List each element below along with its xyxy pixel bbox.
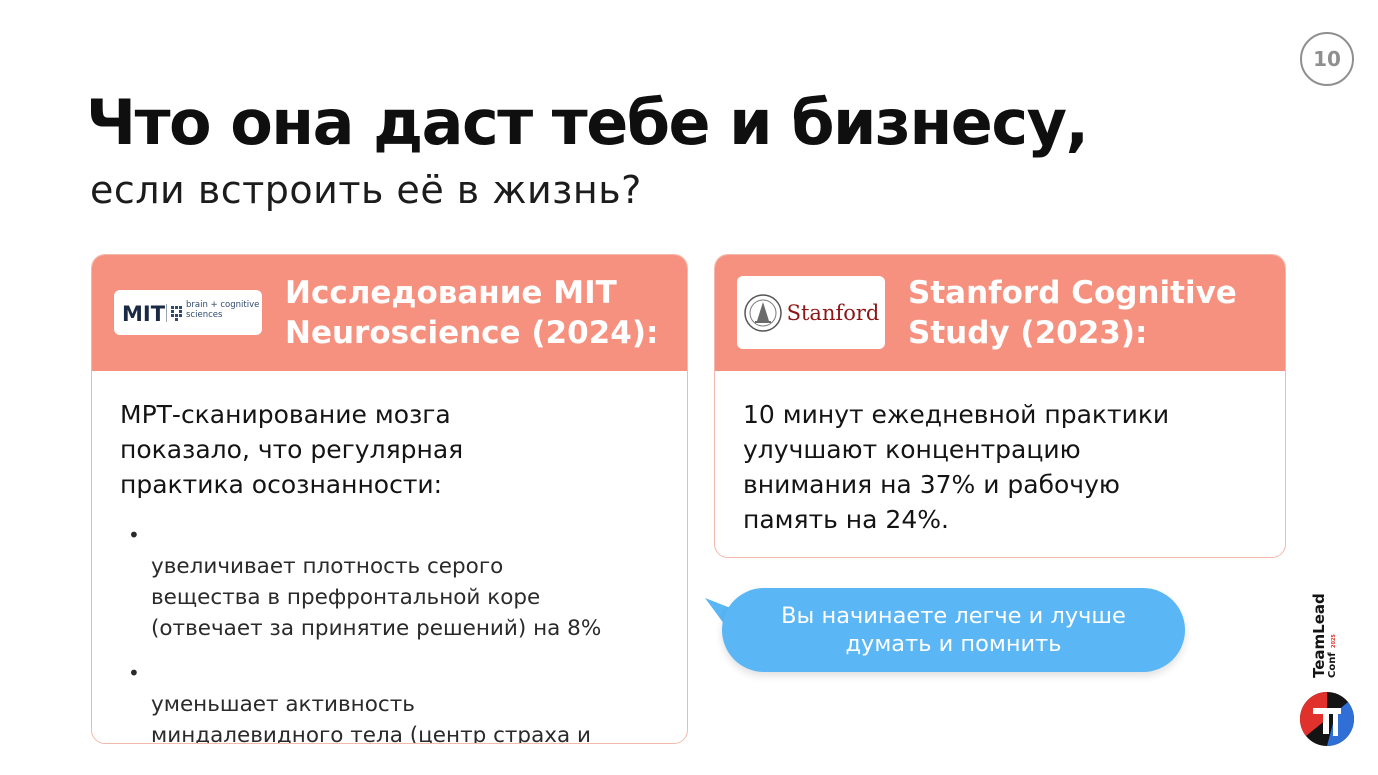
- stanford-seal-icon: [743, 293, 782, 332]
- mit-card-body: МРТ-сканирование мозга показало, что рег…: [92, 371, 687, 744]
- brand-line2: Conf: [1327, 652, 1338, 678]
- brand-line1: TeamLead: [1310, 593, 1328, 678]
- mit-bcs-logo: MIT brain + cognitive sciences: [114, 290, 262, 335]
- mit-study-card: MIT brain + cognitive sciences Исследова…: [91, 254, 688, 744]
- takeaway-text: Вы начинаете легче и лучше думать и помн…: [781, 603, 1126, 657]
- mit-findings-list: • увеличивает плотность серого вещества в…: [120, 520, 661, 744]
- bullet-icon: •: [128, 523, 140, 547]
- stanford-logo: Stanford: [737, 276, 885, 349]
- page-number-badge: 10: [1300, 32, 1354, 86]
- stanford-study-card: Stanford Stanford Cognitive Study (2023)…: [714, 254, 1286, 558]
- stanford-card-title: Stanford Cognitive Study (2023):: [908, 275, 1237, 351]
- mit-logo-text: brain + cognitive sciences: [186, 300, 260, 320]
- stanford-lead-text: 10 минут ежедневной практики улучшают ко…: [743, 400, 1170, 534]
- mit-card-header: MIT brain + cognitive sciences Исследова…: [92, 255, 687, 371]
- mit-logo-graphic: MIT: [122, 302, 182, 326]
- slide-title: Что она даст тебе и бизнесу,: [86, 86, 1089, 159]
- teamlead-conf-wordmark: TeamLead Conf 2025: [1310, 593, 1338, 678]
- list-item: • уменьшает активность миндалевидного тел…: [120, 658, 661, 744]
- stanford-card-body: 10 минут ежедневной практики улучшают ко…: [715, 371, 1285, 537]
- list-item: • увеличивает плотность серого вещества в…: [120, 520, 661, 644]
- teamlead-logo-icon: [1299, 692, 1355, 746]
- bullet-icon: •: [128, 661, 140, 685]
- slide-subtitle: если встроить её в жизнь?: [90, 168, 642, 212]
- finding-text: уменьшает активность миндалевидного тела…: [151, 692, 591, 744]
- stanford-card-header: Stanford Stanford Cognitive Study (2023)…: [715, 255, 1285, 371]
- finding-text: увеличивает плотность серого вещества в …: [151, 554, 602, 641]
- mit-card-title: Исследование MIT Neuroscience (2024):: [285, 275, 659, 351]
- takeaway-speech-bubble: Вы начинаете легче и лучше думать и помн…: [722, 588, 1185, 672]
- stanford-wordmark: Stanford: [786, 300, 880, 325]
- mit-logo-mark: MIT: [122, 302, 166, 326]
- mit-lead-text: МРТ-сканирование мозга показало, что рег…: [120, 400, 464, 499]
- brand-year: 2025: [1331, 634, 1337, 648]
